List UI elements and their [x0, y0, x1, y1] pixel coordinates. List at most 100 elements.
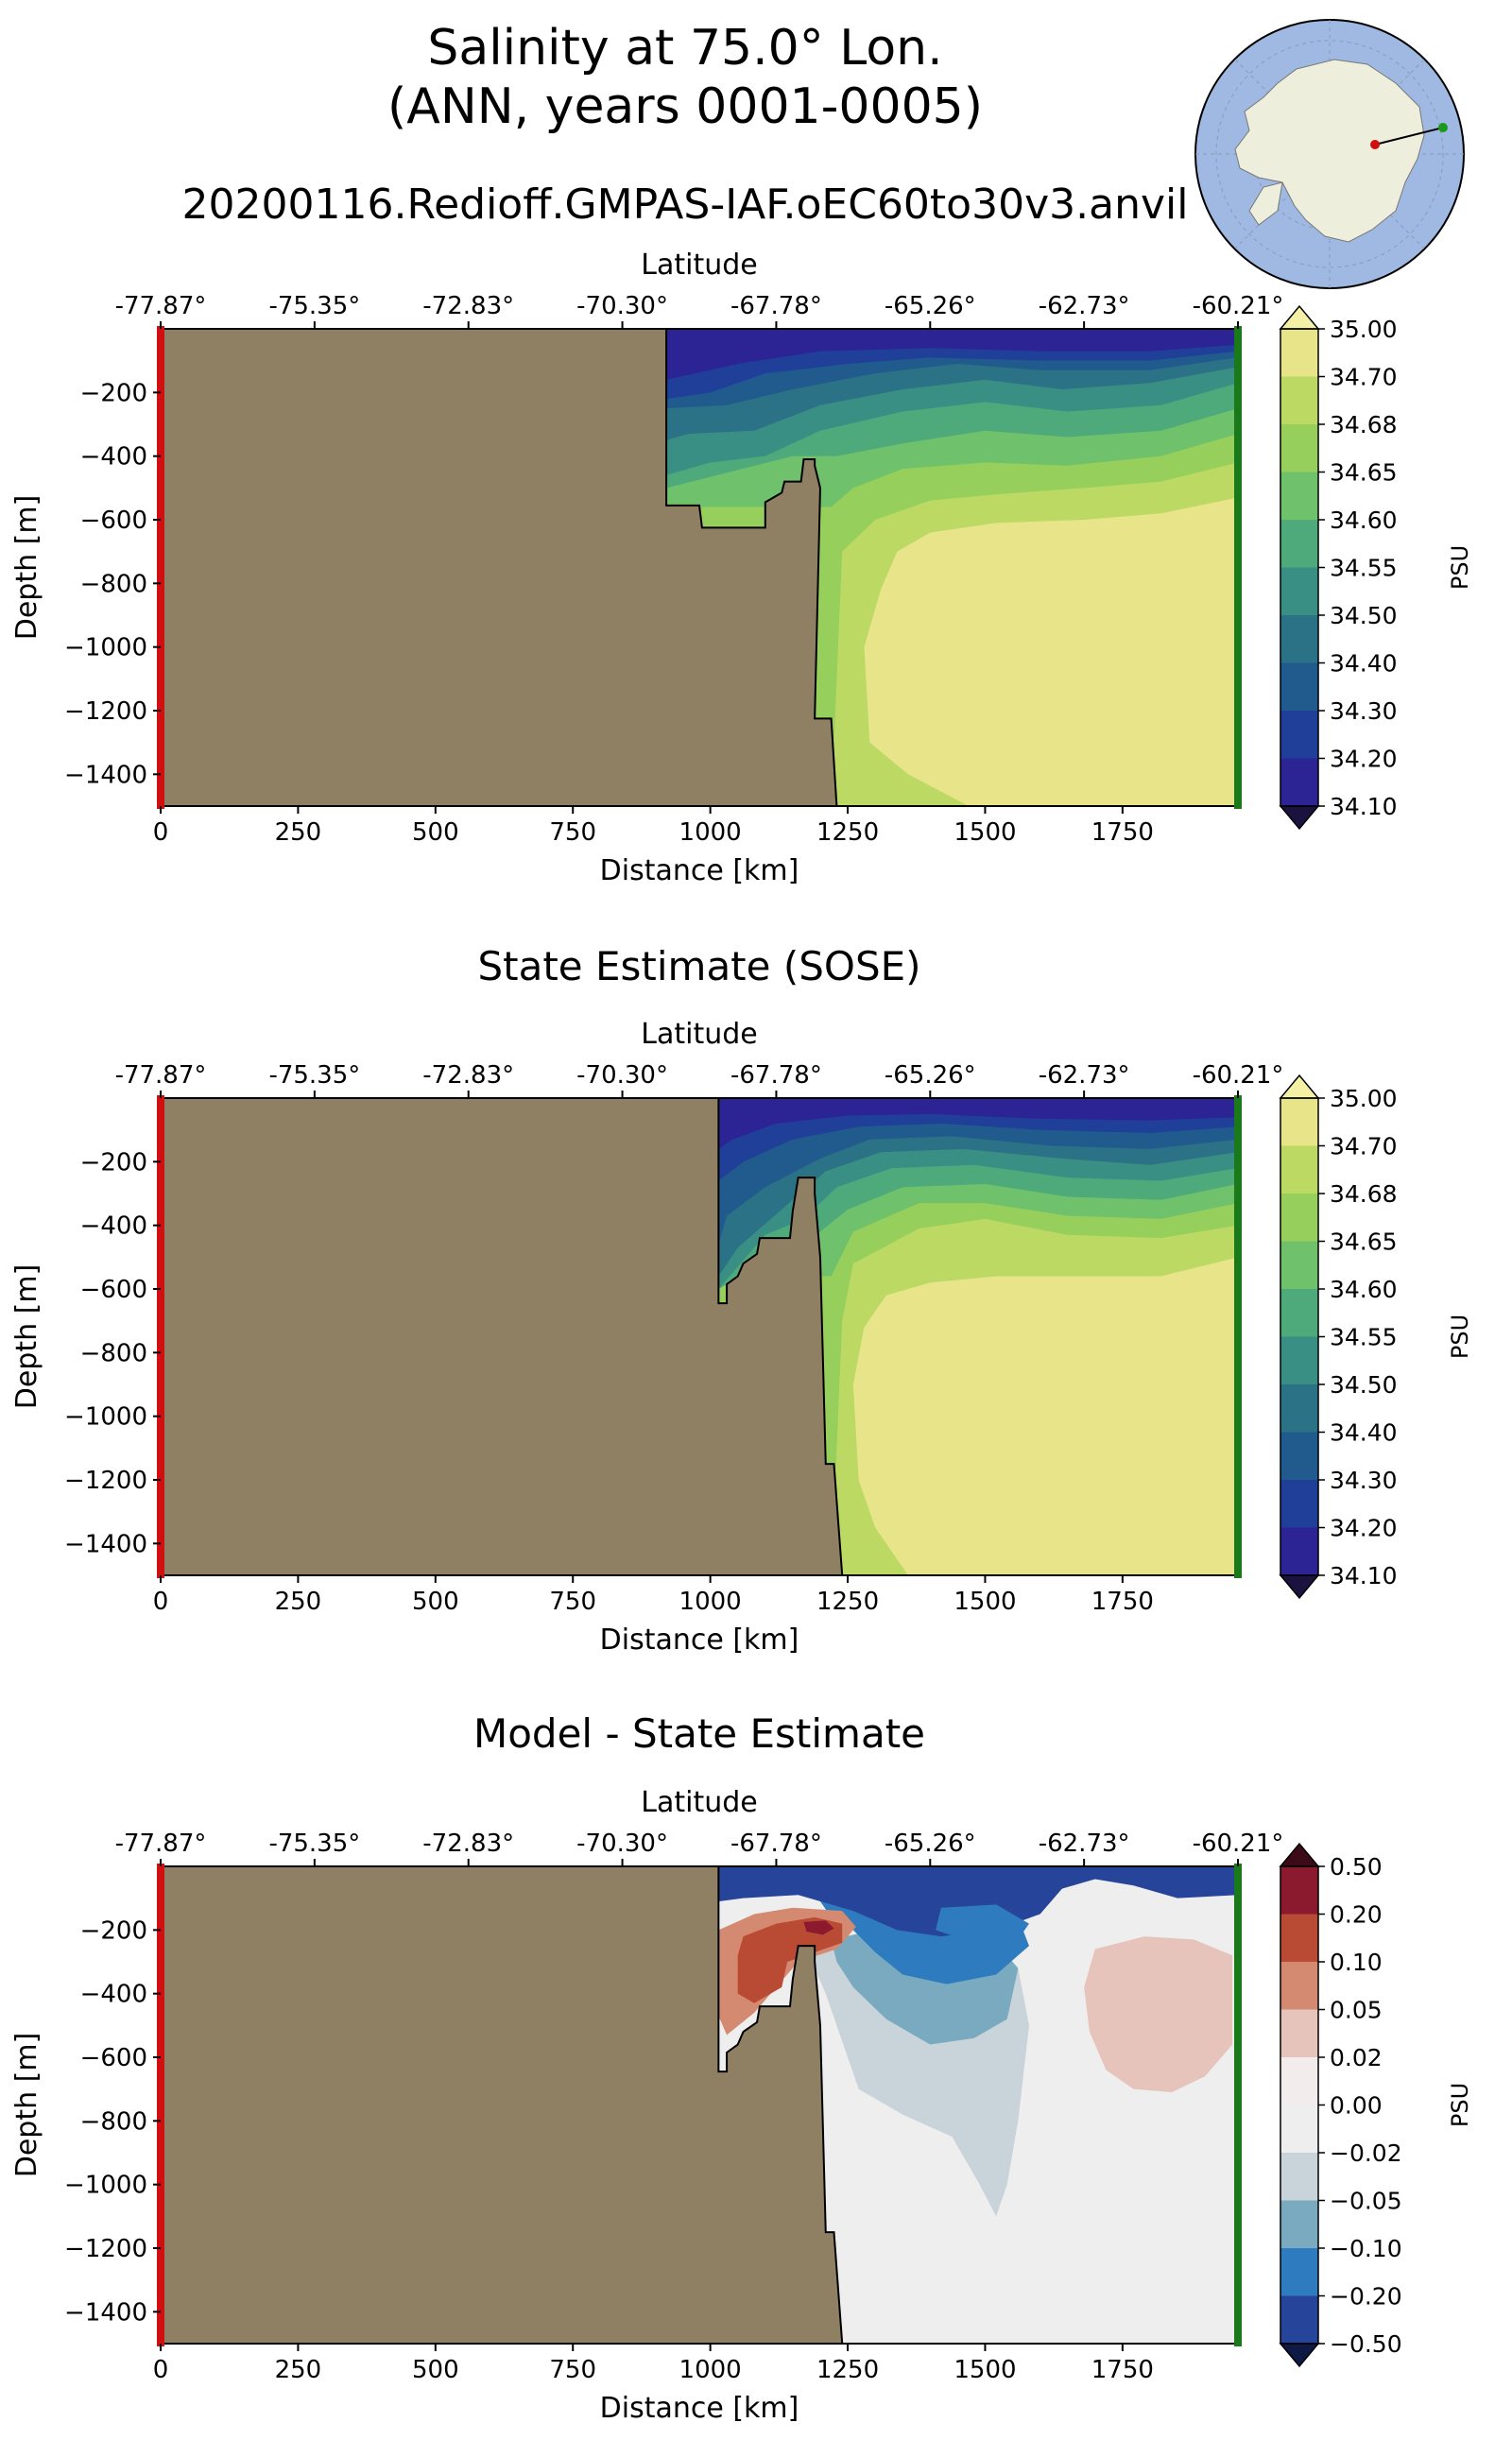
- colorbar-frame: [1280, 328, 1319, 807]
- transect-start-marker: [157, 1864, 164, 2346]
- contour-band: [819, 1098, 1238, 1575]
- colorbar-segment: [1280, 1432, 1318, 1481]
- x-tick-label: 1250: [816, 1588, 879, 1616]
- colorbar-segment: [1280, 711, 1318, 759]
- contour-band: [718, 1098, 1238, 1245]
- lat-tick-label: -70.30°: [576, 1830, 668, 1858]
- y-tick-label: −200: [80, 1148, 147, 1177]
- colorbar-extend-max: [1279, 1074, 1320, 1099]
- figure-title: Salinity at 75.0° Lon. (ANN, years 0001-…: [0, 19, 1370, 136]
- contour-band: [666, 329, 1238, 440]
- colorbar-segment: [1280, 615, 1318, 663]
- y-axis-label: Depth [m]: [10, 495, 43, 641]
- colorbar-tick-label: 34.55: [1330, 555, 1398, 582]
- lat-tick-label: -65.26°: [885, 292, 976, 320]
- colorbar-segment: [1280, 2105, 1318, 2154]
- colorbar-segment: [1280, 2248, 1318, 2296]
- y-tick-label: −1000: [64, 634, 147, 662]
- contour-band: [819, 1098, 1238, 1575]
- colorbar: 35.00 34.70 34.68 34.65 34.60 34.55 34.50 34.40…: [1279, 1074, 1473, 1600]
- colorbar-tick-label: 34.40: [1330, 1419, 1398, 1447]
- land-mask: [161, 1866, 843, 2344]
- contour-band: [718, 1098, 1238, 1277]
- contour-band: [718, 1866, 1238, 1937]
- colorbar-segment: [1280, 1098, 1318, 1146]
- colorbar-label: PSU: [1447, 1314, 1473, 1359]
- colorbar-frame: [1280, 1865, 1319, 2345]
- x-tick-label: 1750: [1091, 818, 1154, 847]
- x-tick-label: 1500: [954, 818, 1016, 847]
- x-tick-label: 750: [549, 818, 596, 847]
- lat-axis-label: Latitude: [641, 249, 757, 282]
- contour-band: [1084, 1936, 1233, 2093]
- y-tick-label: −200: [80, 1916, 147, 1945]
- colorbar-tick-label: 34.55: [1330, 1324, 1398, 1351]
- colorbar-extend-min: [1279, 1574, 1320, 1600]
- colorbar-frame: [1280, 1097, 1319, 1576]
- colorbar-segment: [1280, 662, 1318, 712]
- colorbar-tick-label: 0.02: [1330, 2044, 1383, 2071]
- y-tick-label: −200: [80, 379, 147, 407]
- y-tick-label: −1200: [64, 2235, 147, 2263]
- contour-band: [666, 329, 1238, 409]
- y-tick-label: −1400: [64, 2298, 147, 2327]
- y-tick-label: −1400: [64, 1530, 147, 1558]
- y-axis-label: Depth [m]: [10, 2033, 43, 2178]
- x-tick-label: 1250: [816, 818, 879, 847]
- lat-tick-label: -72.83°: [422, 1061, 514, 1090]
- contour-field: [161, 1866, 1238, 2344]
- colorbar-extend-max: [1279, 1842, 1320, 1867]
- y-tick-label: −1000: [64, 2172, 147, 2200]
- colorbar-tick-label: 34.50: [1330, 602, 1398, 629]
- y-tick-label: −600: [80, 2044, 147, 2072]
- lat-tick-label: -67.78°: [730, 1061, 822, 1090]
- lat-axis-label: Latitude: [641, 1018, 757, 1051]
- colorbar: 35.00 34.70 34.68 34.65 34.60 34.55 34.50 34.40…: [1279, 304, 1473, 831]
- colorbar-segment: [1280, 424, 1318, 472]
- lat-tick-label: -65.26°: [885, 1830, 976, 1858]
- colorbar-label: PSU: [1447, 545, 1473, 590]
- contour-band: [161, 1098, 1238, 1575]
- x-tick-label: 1250: [816, 2356, 879, 2384]
- x-axis-label: Distance [km]: [600, 2392, 799, 2425]
- x-tick-label: 1000: [679, 1588, 742, 1616]
- lat-tick-label: -62.73°: [1039, 1830, 1130, 1858]
- contour-band: [666, 329, 1238, 489]
- contour-field: [161, 1098, 1238, 1575]
- colorbar-tick-label: 34.10: [1330, 793, 1398, 820]
- contour-band: [718, 1098, 1238, 1277]
- lat-tick-label: -62.73°: [1039, 292, 1130, 320]
- colorbar-segment: [1280, 329, 1318, 377]
- colorbar-segment: [1280, 2009, 1318, 2058]
- lat-tick-label: -67.78°: [730, 292, 822, 320]
- lat-tick-label: -70.30°: [576, 292, 668, 320]
- contour-band: [718, 1098, 1238, 1149]
- contour-band: [666, 329, 1238, 507]
- land-mask: [161, 1098, 843, 1575]
- lat-tick-label: -62.73°: [1039, 1061, 1130, 1090]
- x-tick-label: 1500: [954, 1588, 1016, 1616]
- colorbar-segment: [1280, 758, 1318, 807]
- colorbar-segment: [1280, 520, 1318, 568]
- lat-tick-label: -60.21°: [1193, 292, 1284, 320]
- panel-3: 0 250 500 750 1000 1250 1500 1750 Distance [km] −…: [10, 1786, 1473, 2425]
- colorbar-tick-label: 35.00: [1330, 1085, 1398, 1112]
- colorbar-tick-label: −0.05: [1330, 2188, 1402, 2215]
- lat-tick-label: -75.35°: [268, 1830, 360, 1858]
- x-axis-label: Distance [km]: [600, 1624, 799, 1657]
- colorbar-segment: [1280, 1145, 1318, 1194]
- land-mask: [161, 329, 837, 806]
- transect-end-marker: [1234, 1095, 1242, 1578]
- transect-end-marker: [1234, 1864, 1242, 2346]
- contour-band: [666, 329, 1238, 400]
- lat-tick-label: -77.87°: [115, 1061, 207, 1090]
- lat-axis-label: Latitude: [641, 1786, 757, 1819]
- contour-band: [718, 1907, 856, 2036]
- plot-frame: [160, 1097, 1239, 1576]
- lat-tick-label: -77.87°: [115, 1830, 207, 1858]
- bathymetry-line: [717, 1098, 844, 1575]
- lat-tick-label: -75.35°: [268, 292, 360, 320]
- colorbar-tick-label: 34.50: [1330, 1371, 1398, 1399]
- colorbar-tick-label: 34.65: [1330, 459, 1398, 487]
- colorbar-tick-label: 34.70: [1330, 364, 1398, 391]
